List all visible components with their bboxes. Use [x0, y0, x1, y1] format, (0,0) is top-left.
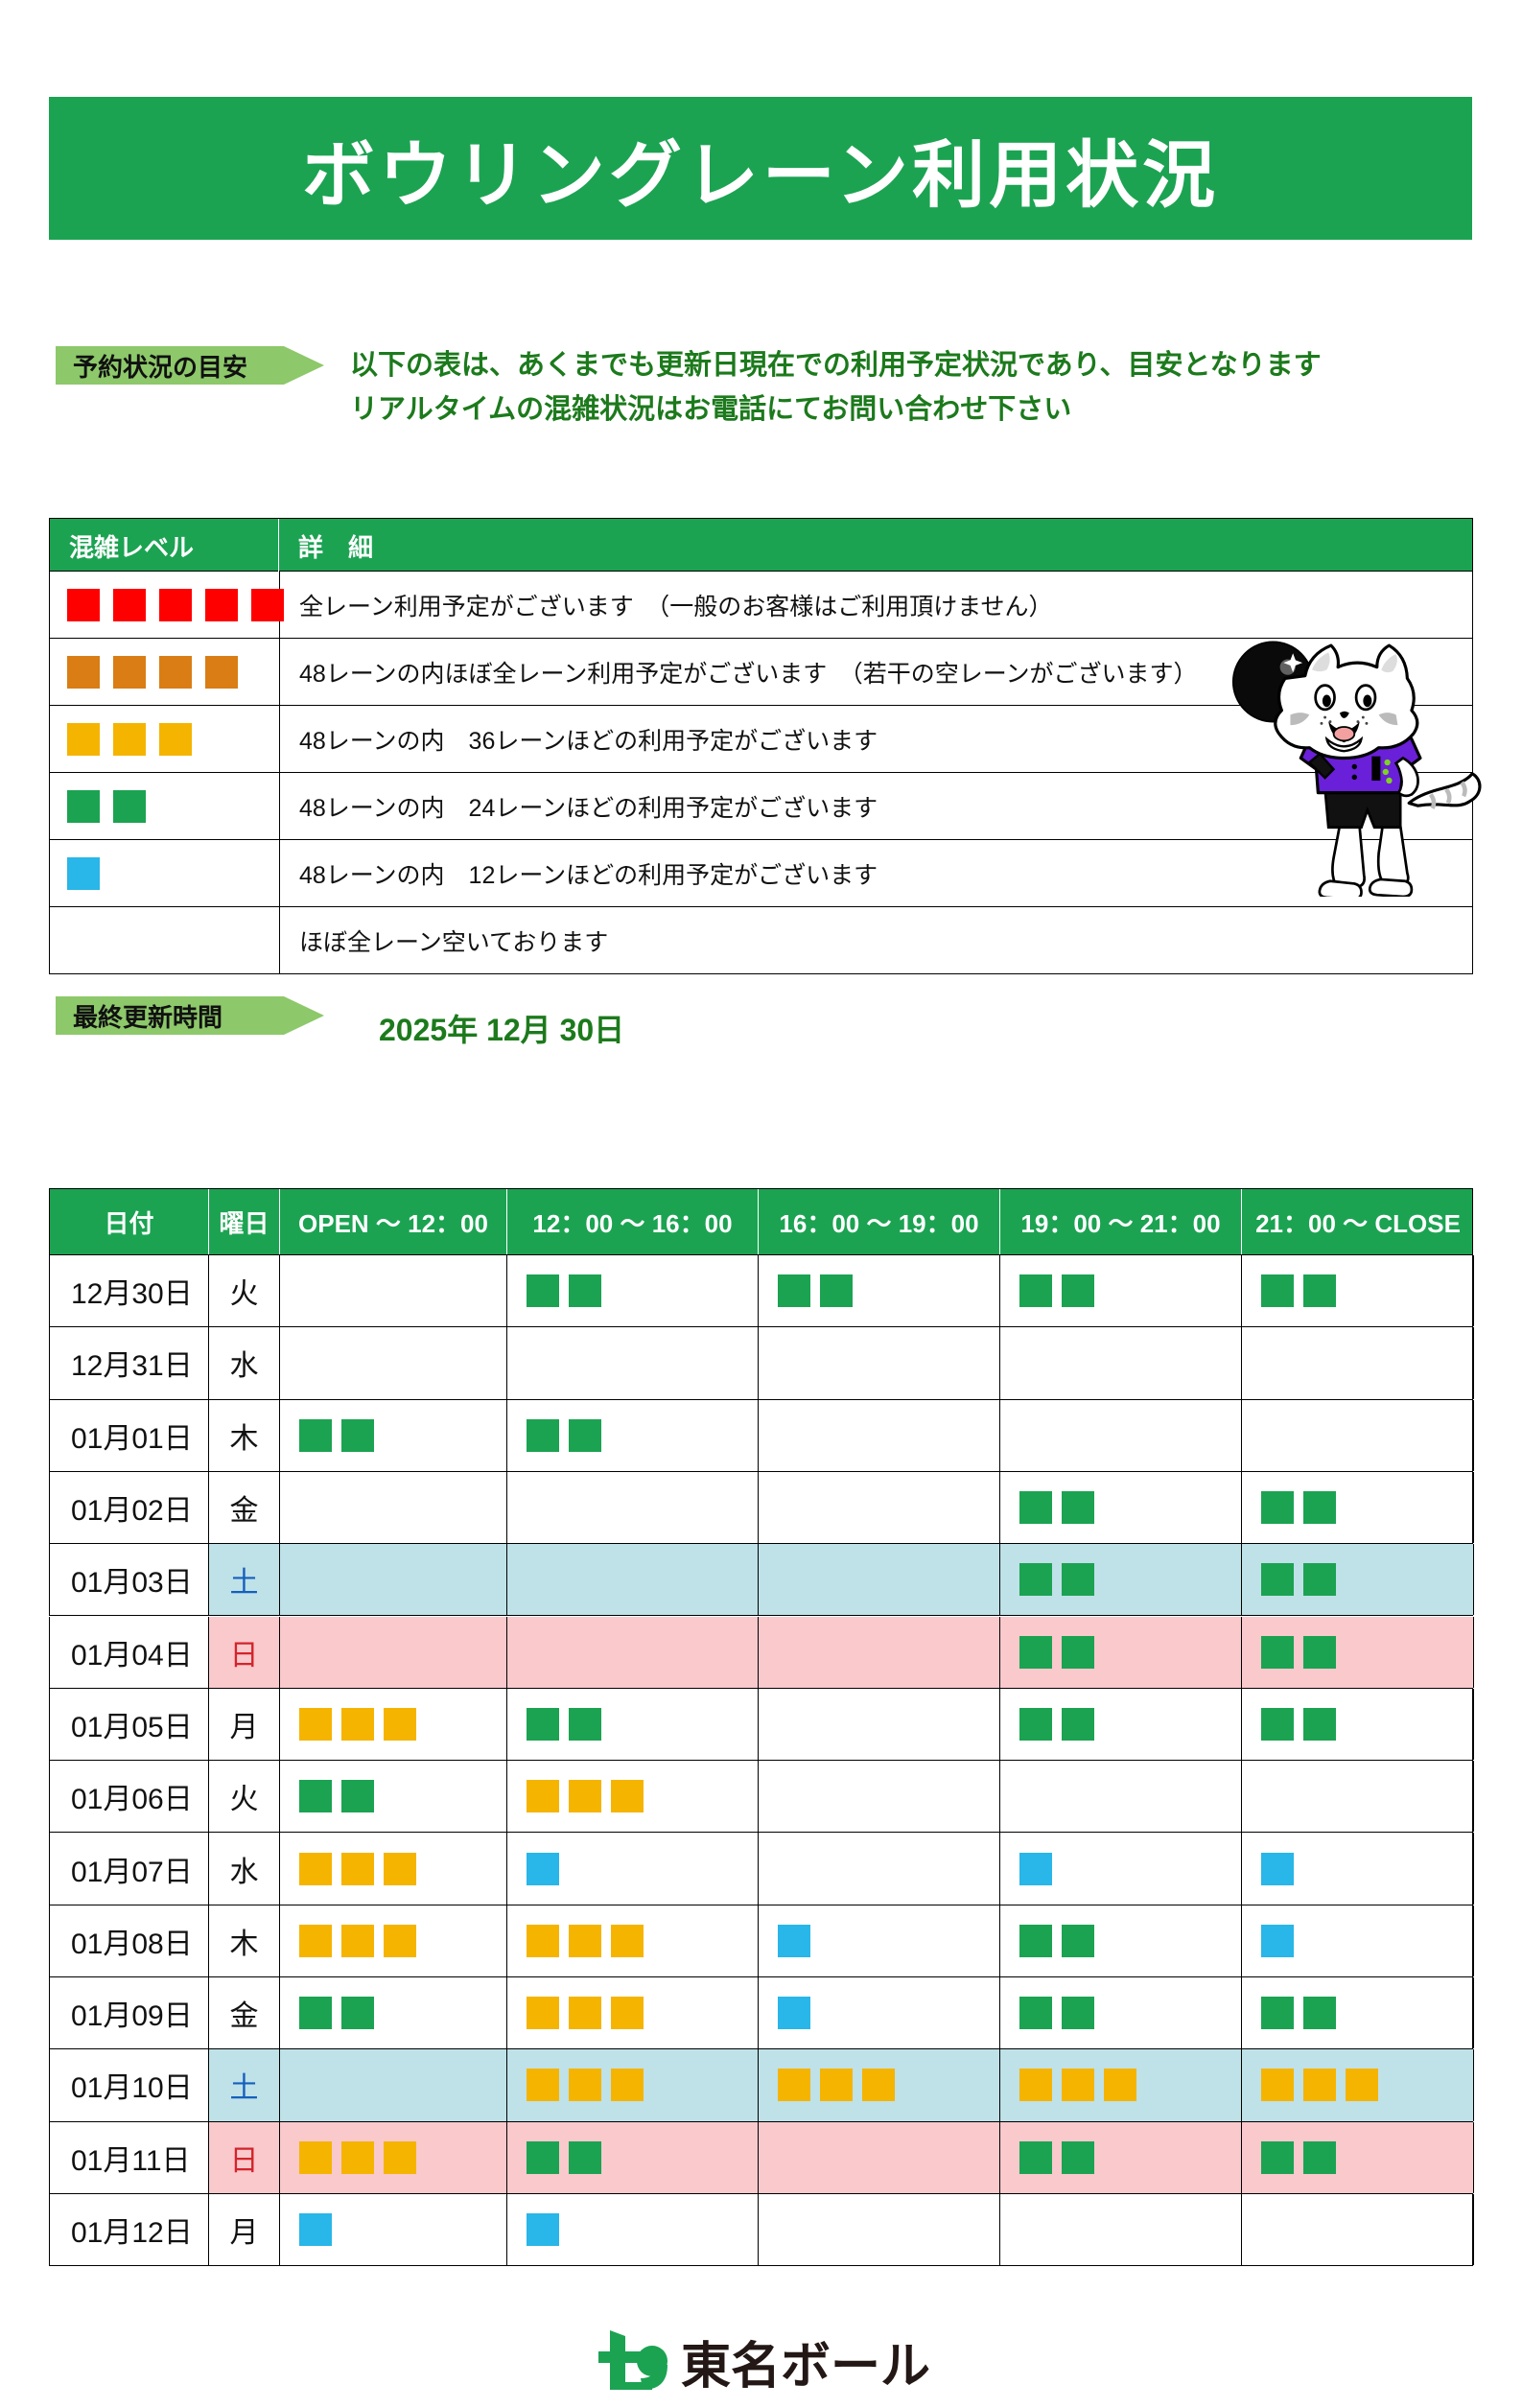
svg-text:東名ボール: 東名ボール	[681, 2339, 930, 2395]
